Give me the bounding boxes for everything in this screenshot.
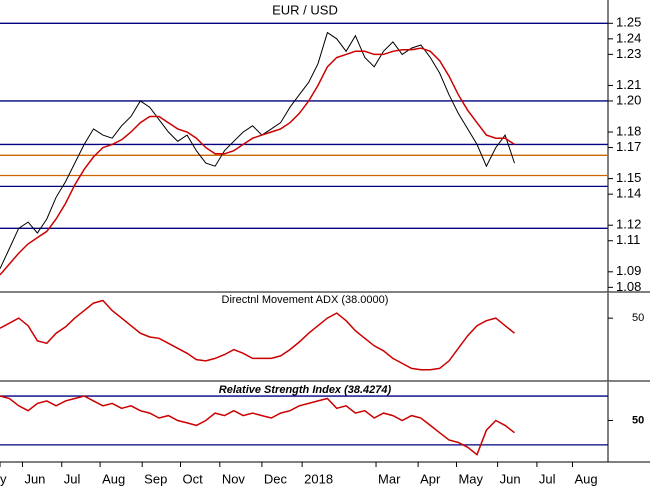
x-tick-label: May (458, 471, 483, 486)
panel-title: EUR / USD (272, 2, 338, 17)
y-tick-label: 1.11 (616, 232, 640, 247)
y-tick-label: 1.18 (616, 123, 641, 138)
y-tick-label: 1.25 (616, 15, 641, 30)
x-tick-label: Mar (378, 471, 401, 486)
x-tick-label: Dec (264, 471, 288, 486)
x-tick-label: Sep (144, 471, 167, 486)
y-tick-label: 1.21 (616, 77, 641, 92)
x-tick-label: Oct (183, 471, 204, 486)
y-tick-label: 50 (632, 312, 644, 324)
x-tick-label: Aug (574, 471, 597, 486)
y-tick-label: 1.24 (616, 30, 641, 45)
y-tick-label: 1.14 (616, 186, 641, 201)
series-line (0, 47, 515, 276)
y-tick-label: 50 (632, 414, 644, 426)
y-tick-label: 1.17 (616, 139, 641, 154)
x-tick-label: Aug (102, 471, 125, 486)
x-tick-label: Nov (222, 471, 246, 486)
y-tick-label: 1.15 (616, 170, 641, 185)
y-tick-label: 1.20 (616, 92, 641, 107)
y-tick-label: 1.09 (616, 263, 641, 278)
x-tick-label: Apr (420, 471, 441, 486)
series-line (0, 299, 515, 371)
y-tick-label: 1.08 (616, 279, 641, 294)
x-tick-label: Jul (64, 471, 81, 486)
panel-title: Relative Strength Index (38.4274) (219, 384, 392, 396)
x-tick-label: 2018 (304, 471, 333, 486)
y-tick-label: 1.23 (616, 46, 641, 61)
series-line (0, 31, 515, 269)
x-tick-label: Jul (539, 471, 556, 486)
x-tick-label: Jun (24, 471, 45, 486)
x-tick-label: Jun (500, 471, 521, 486)
y-tick-label: 1.12 (616, 217, 641, 232)
panel-title: Directnl Movement ADX (38.0000) (222, 294, 389, 306)
x-tick-label: y (0, 471, 7, 486)
series-line (0, 395, 515, 456)
